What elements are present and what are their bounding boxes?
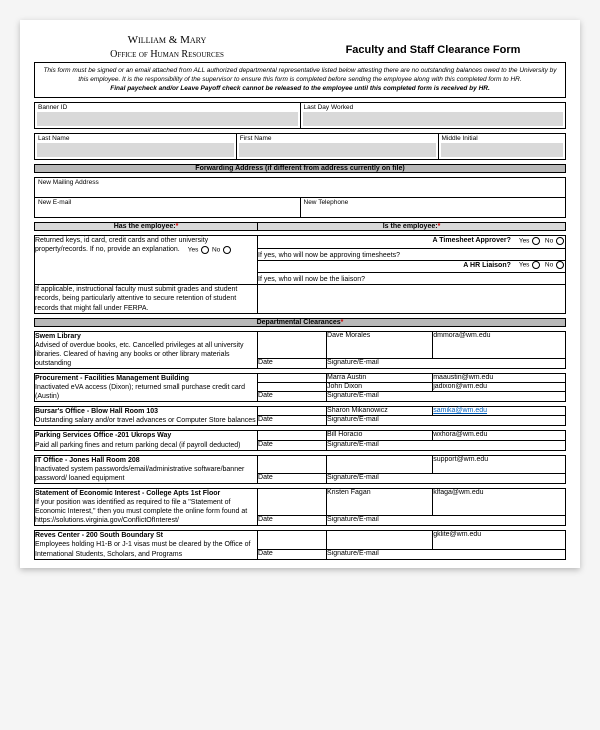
new-email-input[interactable] (35, 207, 300, 217)
sig-label: Signature/E-mail (327, 516, 566, 526)
fwd-bar: Forwarding Address (if different from ad… (35, 165, 566, 173)
timesheet-q: A Timesheet Approver? (433, 237, 511, 244)
hl-no[interactable] (556, 261, 564, 269)
date-label: Date (258, 549, 327, 559)
last-day-input[interactable] (303, 112, 564, 126)
contact-name (327, 455, 433, 473)
date-label: Date (258, 440, 327, 450)
question-headers: Has the employee:* Is the employee:* (34, 222, 566, 231)
name-row: Last Name First Name Middle Initial (34, 133, 566, 160)
new-phone-input[interactable] (301, 207, 566, 217)
hl-yes[interactable] (532, 261, 540, 269)
last-name-label: Last Name (35, 134, 236, 143)
form-sheet: William & Mary Office of Human Resources… (20, 20, 580, 568)
contact-email: dmmora@wm.edu (433, 332, 490, 339)
date-label: Date (258, 392, 327, 402)
liaison-who-q: If yes, who will now be the liaison? (258, 276, 365, 283)
first-name-label: First Name (237, 134, 438, 143)
middle-input[interactable] (441, 143, 563, 157)
ferpa-note: If applicable, instructional faculty mus… (35, 285, 258, 313)
dept-title: Procurement - Facilities Management Buil… (35, 375, 189, 382)
contact-name: Dave Morales (327, 331, 433, 358)
dept-block: IT Office - Jones Hall Room 208 Inactivat… (34, 455, 566, 484)
org-name: William & Mary (34, 34, 300, 46)
dept-desc: Outstanding salary and/or travel advance… (35, 417, 256, 424)
dept-block: Swem Library Advised of overdue books, et… (34, 331, 566, 369)
first-name-input[interactable] (239, 143, 436, 157)
dept-desc: Inactivated eVA access (Dixon); returned… (35, 384, 245, 400)
dept-block: Bursar's Office - Blow Hall Room 103 Outs… (34, 406, 566, 426)
contact-email: support@wm.edu (433, 456, 488, 463)
contact-name: Bill Horacio (327, 431, 433, 440)
contact-name (327, 531, 433, 549)
dept-title: Parking Services Office -201 Ukrops Way (35, 432, 171, 439)
returned-yes[interactable] (201, 246, 209, 254)
form-title: Faculty and Staff Clearance Form (300, 34, 566, 60)
is-emp-header: Is the employee: (383, 223, 438, 230)
banner-id-input[interactable] (37, 112, 298, 126)
id-row: Banner ID Last Day Worked (34, 102, 566, 129)
contact-email: wxhora@wm.edu (433, 431, 487, 438)
date-label: Date (258, 473, 327, 483)
sig-label: Signature/E-mail (327, 549, 566, 559)
sig-label: Signature/E-mail (327, 392, 566, 402)
dept-block: Statement of Economic Interest - College… (34, 488, 566, 526)
contact-email: klfaga@wm.edu (433, 489, 483, 496)
contact-name: Kristen Fagan (327, 488, 433, 515)
contact-email: gklite@wm.edu (433, 531, 481, 538)
new-mail-input[interactable] (35, 187, 565, 197)
contact-name: Marra Austin (327, 374, 433, 383)
date-label: Date (258, 359, 327, 369)
returned-q: Returned keys, id card, credit cards and… (35, 237, 208, 253)
intro-p2: Final paycheck and/or Leave Payoff check… (41, 85, 559, 94)
approving-q: If yes, who will now be approving timesh… (258, 252, 400, 259)
has-emp-header: Has the employee: (114, 223, 176, 230)
dept-desc: Inactivated system passwords/email/admin… (35, 466, 244, 482)
dept-bar: Departmental Clearances (257, 319, 341, 326)
sig-label: Signature/E-mail (327, 473, 566, 483)
ts-yes[interactable] (532, 237, 540, 245)
office-name: Office of Human Resources (34, 49, 300, 60)
date-label: Date (258, 516, 327, 526)
banner-id-label: Banner ID (35, 103, 300, 112)
liaison-q: A HR Liaison? (463, 262, 511, 269)
dept-desc: Employees holding H1-B or J-1 visas must… (35, 541, 250, 557)
ts-no[interactable] (556, 237, 564, 245)
last-name-input[interactable] (37, 143, 234, 157)
intro-box: This form must be signed or an email att… (34, 62, 566, 98)
new-email-label: New E-mail (35, 198, 300, 207)
new-mail-label: New Mailing Address (35, 178, 565, 187)
header: William & Mary Office of Human Resources… (34, 28, 566, 62)
dept-block: Reves Center - 200 South Boundary St Empl… (34, 530, 566, 559)
dept-desc: Advised of overdue books, etc. Cancelled… (35, 342, 244, 367)
dept-title: IT Office - Jones Hall Room 208 (35, 457, 140, 464)
contact-email: jadixon@wm.edu (433, 383, 487, 390)
sig-label: Signature/E-mail (327, 359, 566, 369)
dept-desc: Paid all parking fines and return parkin… (35, 442, 240, 449)
contact-name: John Dixon (327, 383, 433, 392)
returned-no[interactable] (223, 246, 231, 254)
dept-block: Procurement - Facilities Management Buil… (34, 373, 566, 402)
new-phone-label: New Telephone (301, 198, 566, 207)
dept-block: Parking Services Office -201 Ukrops Way P… (34, 430, 566, 450)
intro-p1: This form must be signed or an email att… (41, 67, 559, 85)
middle-label: Middle Initial (439, 134, 565, 143)
dept-title: Swem Library (35, 333, 81, 340)
fwd-rows: New Mailing Address New E-mail New Telep… (34, 177, 566, 218)
dept-title: Statement of Economic Interest - College… (35, 490, 220, 497)
dept-desc: If your position was identified as requi… (35, 499, 247, 524)
last-day-label: Last Day Worked (301, 103, 566, 112)
contact-email: maaustin@wm.edu (433, 374, 493, 381)
contact-name: Sharon Mikanowicz (327, 407, 433, 416)
dept-title: Reves Center - 200 South Boundary St (35, 532, 163, 539)
date-label: Date (258, 416, 327, 426)
question-body: Returned keys, id card, credit cards and… (34, 235, 566, 313)
sig-label: Signature/E-mail (327, 440, 566, 450)
sig-label: Signature/E-mail (327, 416, 566, 426)
contact-email[interactable]: samika@wm.edu (433, 407, 487, 414)
dept-title: Bursar's Office - Blow Hall Room 103 (35, 408, 158, 415)
